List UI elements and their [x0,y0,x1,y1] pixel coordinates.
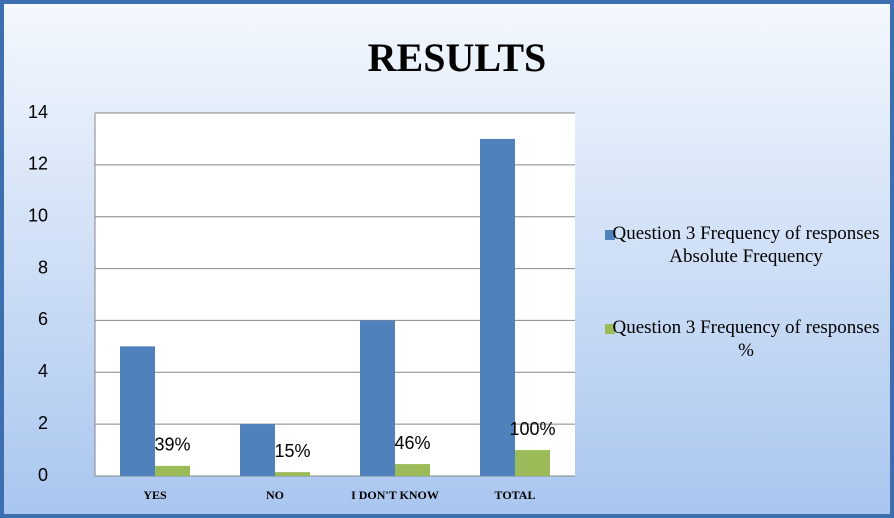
y-tick-label: 6 [38,309,48,329]
legend-label: Question 3 Frequency of responses % [612,317,880,361]
data-label: 46% [394,433,430,453]
bar [515,450,550,476]
y-tick-label: 12 [28,154,48,174]
chart-title: RESULTS [368,35,547,80]
y-tick-label: 4 [38,361,48,381]
y-tick-label: 14 [28,102,48,122]
y-tick-label: 0 [38,465,48,485]
bar [155,465,190,476]
legend-swatch [605,324,615,334]
x-tick-label: I DON'T KNOW [351,488,439,502]
y-tick-label: 2 [38,413,48,433]
legend-entry: Question 3 Frequency of responses % [612,317,880,361]
data-label: 39% [154,435,190,455]
bar [120,346,155,476]
legend-entry: Question 3 Frequency of responses Absolu… [612,223,880,267]
bar [275,472,310,476]
x-tick-label: YES [143,488,167,502]
bar [360,320,395,476]
y-tick-label: 10 [28,205,48,225]
legend-label: Question 3 Frequency of responses Absolu… [612,223,880,267]
data-label: 15% [274,441,310,461]
x-tick-label: NO [266,488,284,502]
y-tick-label: 8 [38,257,48,277]
data-label: 100% [509,419,555,439]
bar [395,464,430,476]
legend-swatch [605,230,615,240]
x-tick-label: TOTAL [495,488,536,502]
bar [240,424,275,476]
bar [480,138,515,476]
